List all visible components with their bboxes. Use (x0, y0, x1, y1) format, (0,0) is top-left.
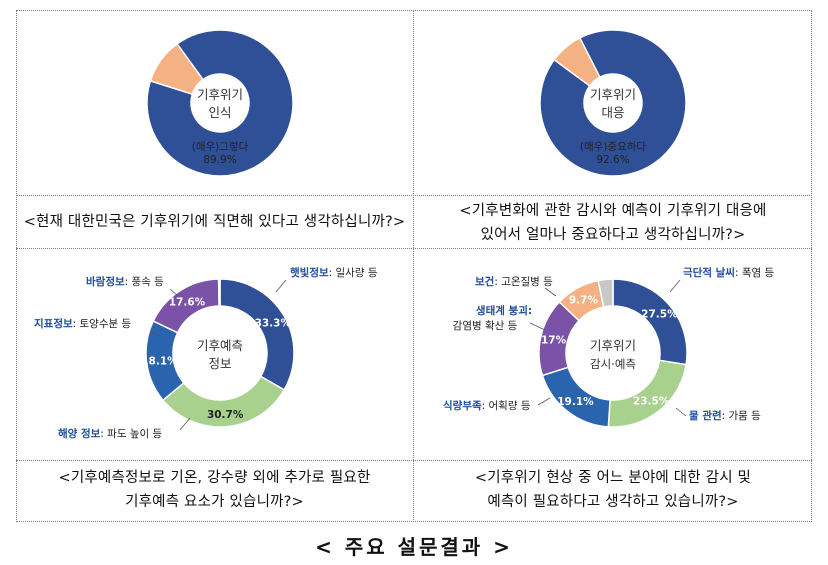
question-3-line1: <기후예측정보로 기온, 강수량 외에 추가로 필요한 (58, 470, 371, 486)
c3-annotation-0-desc: : 일사량 등 (329, 266, 378, 279)
c3-annotation-2-key: 지표정보 (34, 317, 73, 330)
c3-slice-4 (217, 278, 221, 307)
c4-annotation-4: 보건: 고온질병 등 (475, 275, 553, 288)
c4-annotation-0-desc: : 폭염 등 (735, 267, 775, 279)
c3-leader-2 (149, 330, 159, 337)
c4-annotation-0: 극단적 날씨: 폭염 등 (683, 266, 775, 279)
question-3: <기후예측정보로 기온, 강수량 외에 추가로 필요한 기후예측 요소가 있습니… (16, 466, 413, 514)
c3-annotation-2-desc: : 토양수분 등 (73, 318, 132, 330)
c4-pct-label-3: 17% (541, 334, 567, 346)
c4-annotation-3-key: 생태계 붕괴: (476, 304, 532, 317)
c3-annotation-3-desc: : 풍속 등 (125, 276, 165, 288)
c4-slice-5 (597, 278, 614, 308)
c2-pct-label: 92.6% (596, 154, 629, 166)
c4-leader-2 (537, 397, 551, 406)
c1-pct-label: 89.9% (203, 154, 236, 166)
c4-pct-label-4: 9.7% (569, 295, 599, 307)
c3-pct-label-0: 33.3% (255, 317, 292, 329)
c4-annotation-1: 물 관련: 가뭄 등 (689, 409, 761, 422)
c4-annotation-4-desc: : 고온질병 등 (494, 276, 553, 288)
grid-divider-row3 (16, 460, 812, 461)
c3-annotation-0: 햇빛정보: 일사량 등 (290, 266, 378, 279)
c3-pct-label-1: 30.7% (207, 409, 244, 421)
c4-leader-3 (529, 322, 546, 331)
grid-divider-row1 (16, 195, 812, 196)
c2-center-label-line2: 대응 (601, 105, 624, 120)
c3-annotation-1-key: 해양 정보 (58, 427, 101, 440)
c1-slice-0 (146, 29, 294, 177)
c1-slice-1 (149, 42, 205, 96)
c3-center-label-line1: 기후예측 (197, 338, 243, 353)
figure-caption: < 주요 설문결과 > (315, 535, 513, 559)
c4-leader-1 (675, 407, 687, 417)
c4-pct-label-0: 27.5% (641, 308, 678, 320)
c2-slice-0 (539, 29, 687, 177)
c4-annotation-1-key: 물 관련 (689, 409, 722, 422)
c3-pct-label-3: 17.6% (169, 297, 206, 309)
survey-grid (16, 10, 812, 522)
c3-pct-label-2: 18.1% (141, 355, 178, 367)
question-3-line2: 기후예측 요소가 있습니까?> (125, 494, 304, 510)
c3-slice-0 (219, 278, 295, 391)
c4-center-label-line2: 감시·예측 (590, 357, 636, 371)
c3-annotation-0-key: 햇빛정보 (290, 266, 329, 279)
c4-annotation-3-desc: 감염병 확산 등 (453, 319, 518, 332)
c3-leader-0 (275, 279, 287, 293)
c3-annotation-3-key: 바람정보 (86, 275, 125, 288)
question-4: <기후위기 현상 중 어느 분야에 대한 감시 및 예측이 필요하다고 생각하고… (414, 466, 812, 514)
grid-divider-row2 (16, 248, 812, 249)
c4-center-label-line1: 기후위기 (590, 338, 636, 353)
question-2-line2: 있어서 얼마나 중요하다고 생각하십니까?> (480, 227, 746, 243)
c3-leader-1 (179, 417, 191, 431)
question-1: <현재 대한민국은 기후위기에 직면해 있다고 생각하십니까?> (16, 210, 413, 234)
c2-slice-1 (553, 36, 601, 87)
c4-annotation-2: 식량부족: 어획량 등 (443, 399, 531, 412)
question-2-line1: <기후변화에 관한 감시와 예측이 기후위기 대응에 (459, 203, 767, 219)
c3-center-label-line2: 정보 (208, 356, 231, 371)
c3-annotation-2: 지표정보: 토양수분 등 (34, 317, 131, 330)
c4-annotation-2-desc: : 어획량 등 (482, 400, 531, 412)
c4-annotation-1-desc: : 가뭄 등 (722, 410, 762, 422)
c2-slice-label: (매우)중요하다 (580, 140, 646, 153)
c4-annotation-0-key: 극단적 날씨 (683, 266, 735, 279)
grid-divider-vertical (413, 10, 414, 522)
c1-slice-label: (매우)그렇다 (192, 140, 249, 153)
c1-center-label-line2: 인식 (208, 105, 231, 120)
c2-center-label-line1: 기후위기 (590, 87, 636, 102)
c4-annotation-2-key: 식량부족 (443, 399, 482, 412)
c4-leader-0 (669, 279, 681, 293)
c4-leader-4 (544, 287, 557, 297)
c4-pct-label-2: 19.1% (557, 396, 594, 408)
question-4-line2: 예측이 필요하다고 생각하고 있습니까?> (487, 494, 739, 510)
c3-annotation-1: 해양 정보: 파도 높이 등 (58, 427, 162, 440)
question-1-text: <현재 대한민국은 기후위기에 직면해 있다고 생각하십니까?> (23, 214, 406, 230)
c3-leader-3 (169, 288, 179, 297)
c3-annotation-3: 바람정보: 풍속 등 (86, 275, 164, 288)
c4-annotation-4-key: 보건 (475, 275, 494, 288)
question-2: <기후변화에 관한 감시와 예측이 기후위기 대응에 있어서 얼마나 중요하다고… (414, 199, 812, 247)
c4-pct-label-1: 23.5% (633, 396, 670, 408)
question-4-line1: <기후위기 현상 중 어느 분야에 대한 감시 및 (474, 470, 752, 486)
c1-center-label-line1: 기후위기 (197, 87, 243, 102)
c3-annotation-1-desc: : 파도 높이 등 (100, 428, 162, 440)
